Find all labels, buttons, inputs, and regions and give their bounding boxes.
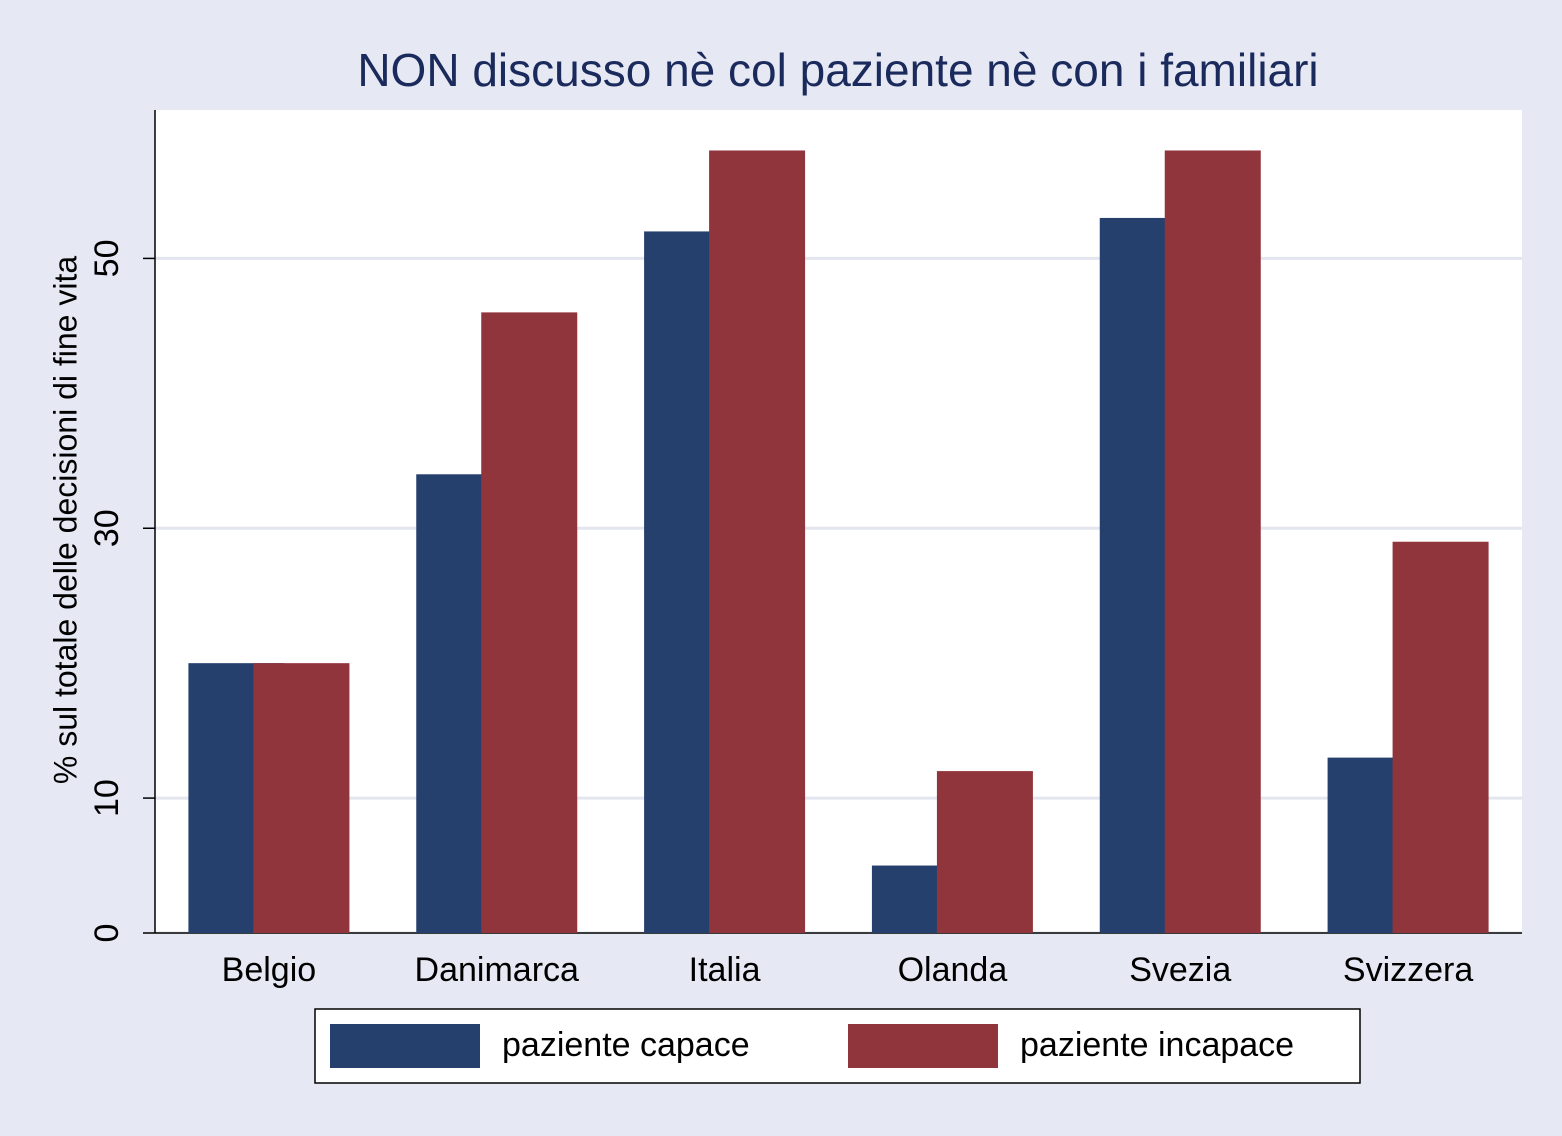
bar: [709, 150, 806, 933]
legend-swatch: [848, 1024, 998, 1068]
y-tick-label: 50: [88, 239, 126, 277]
bar: [1392, 541, 1489, 933]
bar: [253, 663, 350, 933]
bar: [1164, 150, 1261, 933]
y-tick-label: 30: [88, 509, 126, 547]
x-tick-label: Belgio: [222, 951, 317, 989]
legend: [314, 1008, 1361, 1084]
plot-area: [155, 110, 1522, 933]
y-tick-label: 0: [88, 924, 126, 943]
x-tick-label: Danimarca: [415, 951, 579, 989]
y-tick-label: 10: [88, 779, 126, 817]
legend-swatch: [330, 1024, 480, 1068]
legend-label: paziente incapace: [1020, 1026, 1294, 1064]
x-tick-label: Italia: [689, 951, 761, 989]
y-axis-label: % sul totale delle decisioni di fine vit…: [47, 256, 83, 785]
chart-title: NON discusso nè col paziente nè con i fa…: [357, 44, 1318, 96]
x-tick-label: Olanda: [898, 951, 1008, 989]
bar: [936, 771, 1033, 933]
legend-label: paziente capace: [502, 1026, 750, 1064]
x-tick-label: Svizzera: [1343, 951, 1473, 989]
x-tick-label: Svezia: [1129, 951, 1231, 989]
bar: [481, 312, 578, 933]
